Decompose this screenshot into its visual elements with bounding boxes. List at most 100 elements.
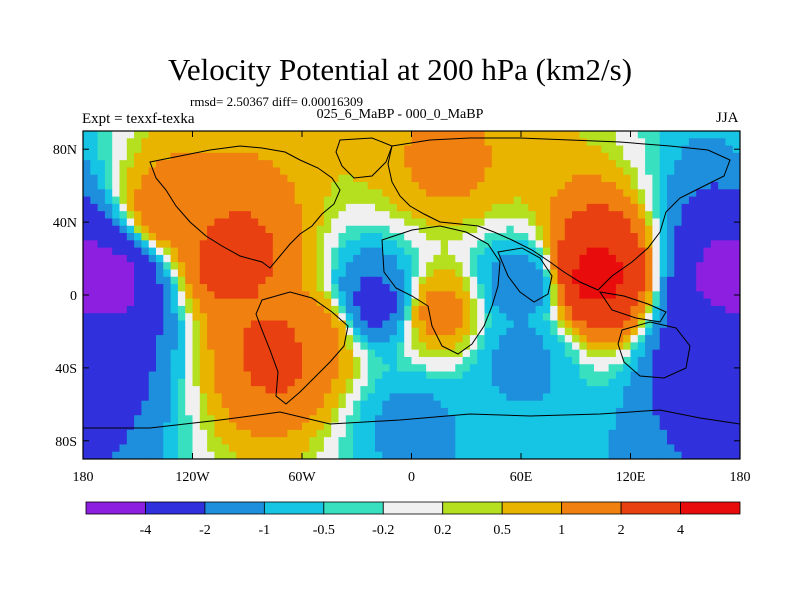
- field-cell: [667, 196, 675, 205]
- field-cell: [725, 203, 734, 212]
- field-cell: [550, 407, 559, 416]
- field-cell: [112, 437, 121, 446]
- field-cell: [214, 313, 223, 322]
- field-cell: [448, 371, 456, 380]
- field-cell: [323, 240, 332, 249]
- field-cell: [426, 298, 434, 307]
- field-cell: [258, 218, 267, 227]
- field-cell: [572, 211, 580, 220]
- field-cell: [331, 451, 340, 459]
- field-cell: [126, 218, 135, 227]
- field-cell: [229, 437, 237, 446]
- field-cell: [448, 276, 456, 285]
- field-cell: [535, 429, 544, 438]
- field-cell: [477, 378, 486, 387]
- field-cell: [688, 152, 697, 161]
- field-cell: [659, 335, 668, 343]
- field-cell: [725, 233, 734, 241]
- field-cell: [360, 189, 369, 198]
- field-cell: [229, 131, 237, 139]
- field-cell: [586, 451, 595, 459]
- field-cell: [608, 393, 617, 402]
- field-cell: [97, 291, 106, 300]
- field-cell: [418, 327, 427, 336]
- field-cell: [148, 225, 157, 234]
- field-cell: [462, 262, 471, 271]
- field-cell: [513, 138, 522, 147]
- field-cell: [316, 247, 325, 256]
- field-cell: [652, 211, 661, 220]
- field-cell: [499, 276, 507, 285]
- field-cell: [229, 167, 237, 176]
- field-cell: [521, 203, 529, 212]
- field-cell: [528, 145, 537, 154]
- field-cell: [718, 313, 726, 322]
- field-cell: [382, 444, 391, 453]
- field-cell: [185, 225, 194, 234]
- field-cell: [681, 276, 690, 285]
- field-cell: [572, 262, 580, 271]
- field-cell: [104, 335, 113, 343]
- field-cell: [594, 298, 602, 307]
- field-cell: [221, 182, 230, 190]
- field-cell: [433, 247, 442, 256]
- field-cell: [703, 189, 712, 198]
- field-cell: [294, 225, 303, 234]
- field-cell: [323, 400, 332, 409]
- field-cell: [250, 138, 259, 147]
- field-cell: [440, 422, 449, 431]
- field-cell: [426, 138, 434, 147]
- field-cell: [469, 451, 478, 459]
- field-cell: [309, 160, 318, 169]
- field-cell: [207, 167, 215, 176]
- field-cell: [710, 407, 719, 416]
- field-cell: [90, 313, 99, 322]
- field-cell: [725, 240, 734, 249]
- field-cell: [499, 393, 507, 402]
- field-cell: [126, 233, 135, 241]
- field-cell: [440, 240, 449, 249]
- field-cell: [411, 174, 420, 183]
- field-cell: [542, 313, 551, 322]
- field-cell: [236, 415, 245, 424]
- field-cell: [104, 211, 113, 220]
- field-cell: [550, 305, 559, 314]
- field-cell: [652, 218, 661, 227]
- field-cell: [521, 378, 529, 387]
- field-cell: [148, 437, 157, 446]
- field-cell: [535, 225, 544, 234]
- field-cell: [192, 378, 201, 387]
- field-cell: [564, 138, 573, 147]
- field-cell: [564, 356, 573, 365]
- field-cell: [550, 400, 559, 409]
- field-cell: [250, 167, 259, 176]
- field-cell: [637, 203, 646, 212]
- field-cell: [477, 305, 486, 314]
- field-cell: [375, 233, 383, 241]
- field-cell: [440, 335, 449, 343]
- field-cell: [652, 429, 661, 438]
- field-cell: [221, 284, 230, 292]
- field-cell: [112, 400, 121, 409]
- field-cell: [148, 262, 157, 271]
- field-cell: [272, 262, 281, 271]
- field-cell: [243, 160, 252, 169]
- field-cell: [703, 182, 712, 190]
- field-cell: [667, 313, 675, 322]
- field-cell: [185, 415, 194, 424]
- field-cell: [630, 335, 639, 343]
- field-cell: [272, 276, 281, 285]
- field-cell: [353, 145, 361, 154]
- field-cell: [360, 305, 369, 314]
- field-cell: [323, 342, 332, 351]
- field-cell: [623, 203, 632, 212]
- field-cell: [710, 218, 719, 227]
- field-cell: [426, 152, 434, 161]
- field-cell: [119, 313, 128, 322]
- field-cell: [557, 174, 566, 183]
- field-cell: [491, 240, 500, 249]
- field-cell: [199, 335, 208, 343]
- field-cell: [484, 211, 493, 220]
- field-cell: [141, 313, 150, 322]
- field-cell: [360, 364, 369, 373]
